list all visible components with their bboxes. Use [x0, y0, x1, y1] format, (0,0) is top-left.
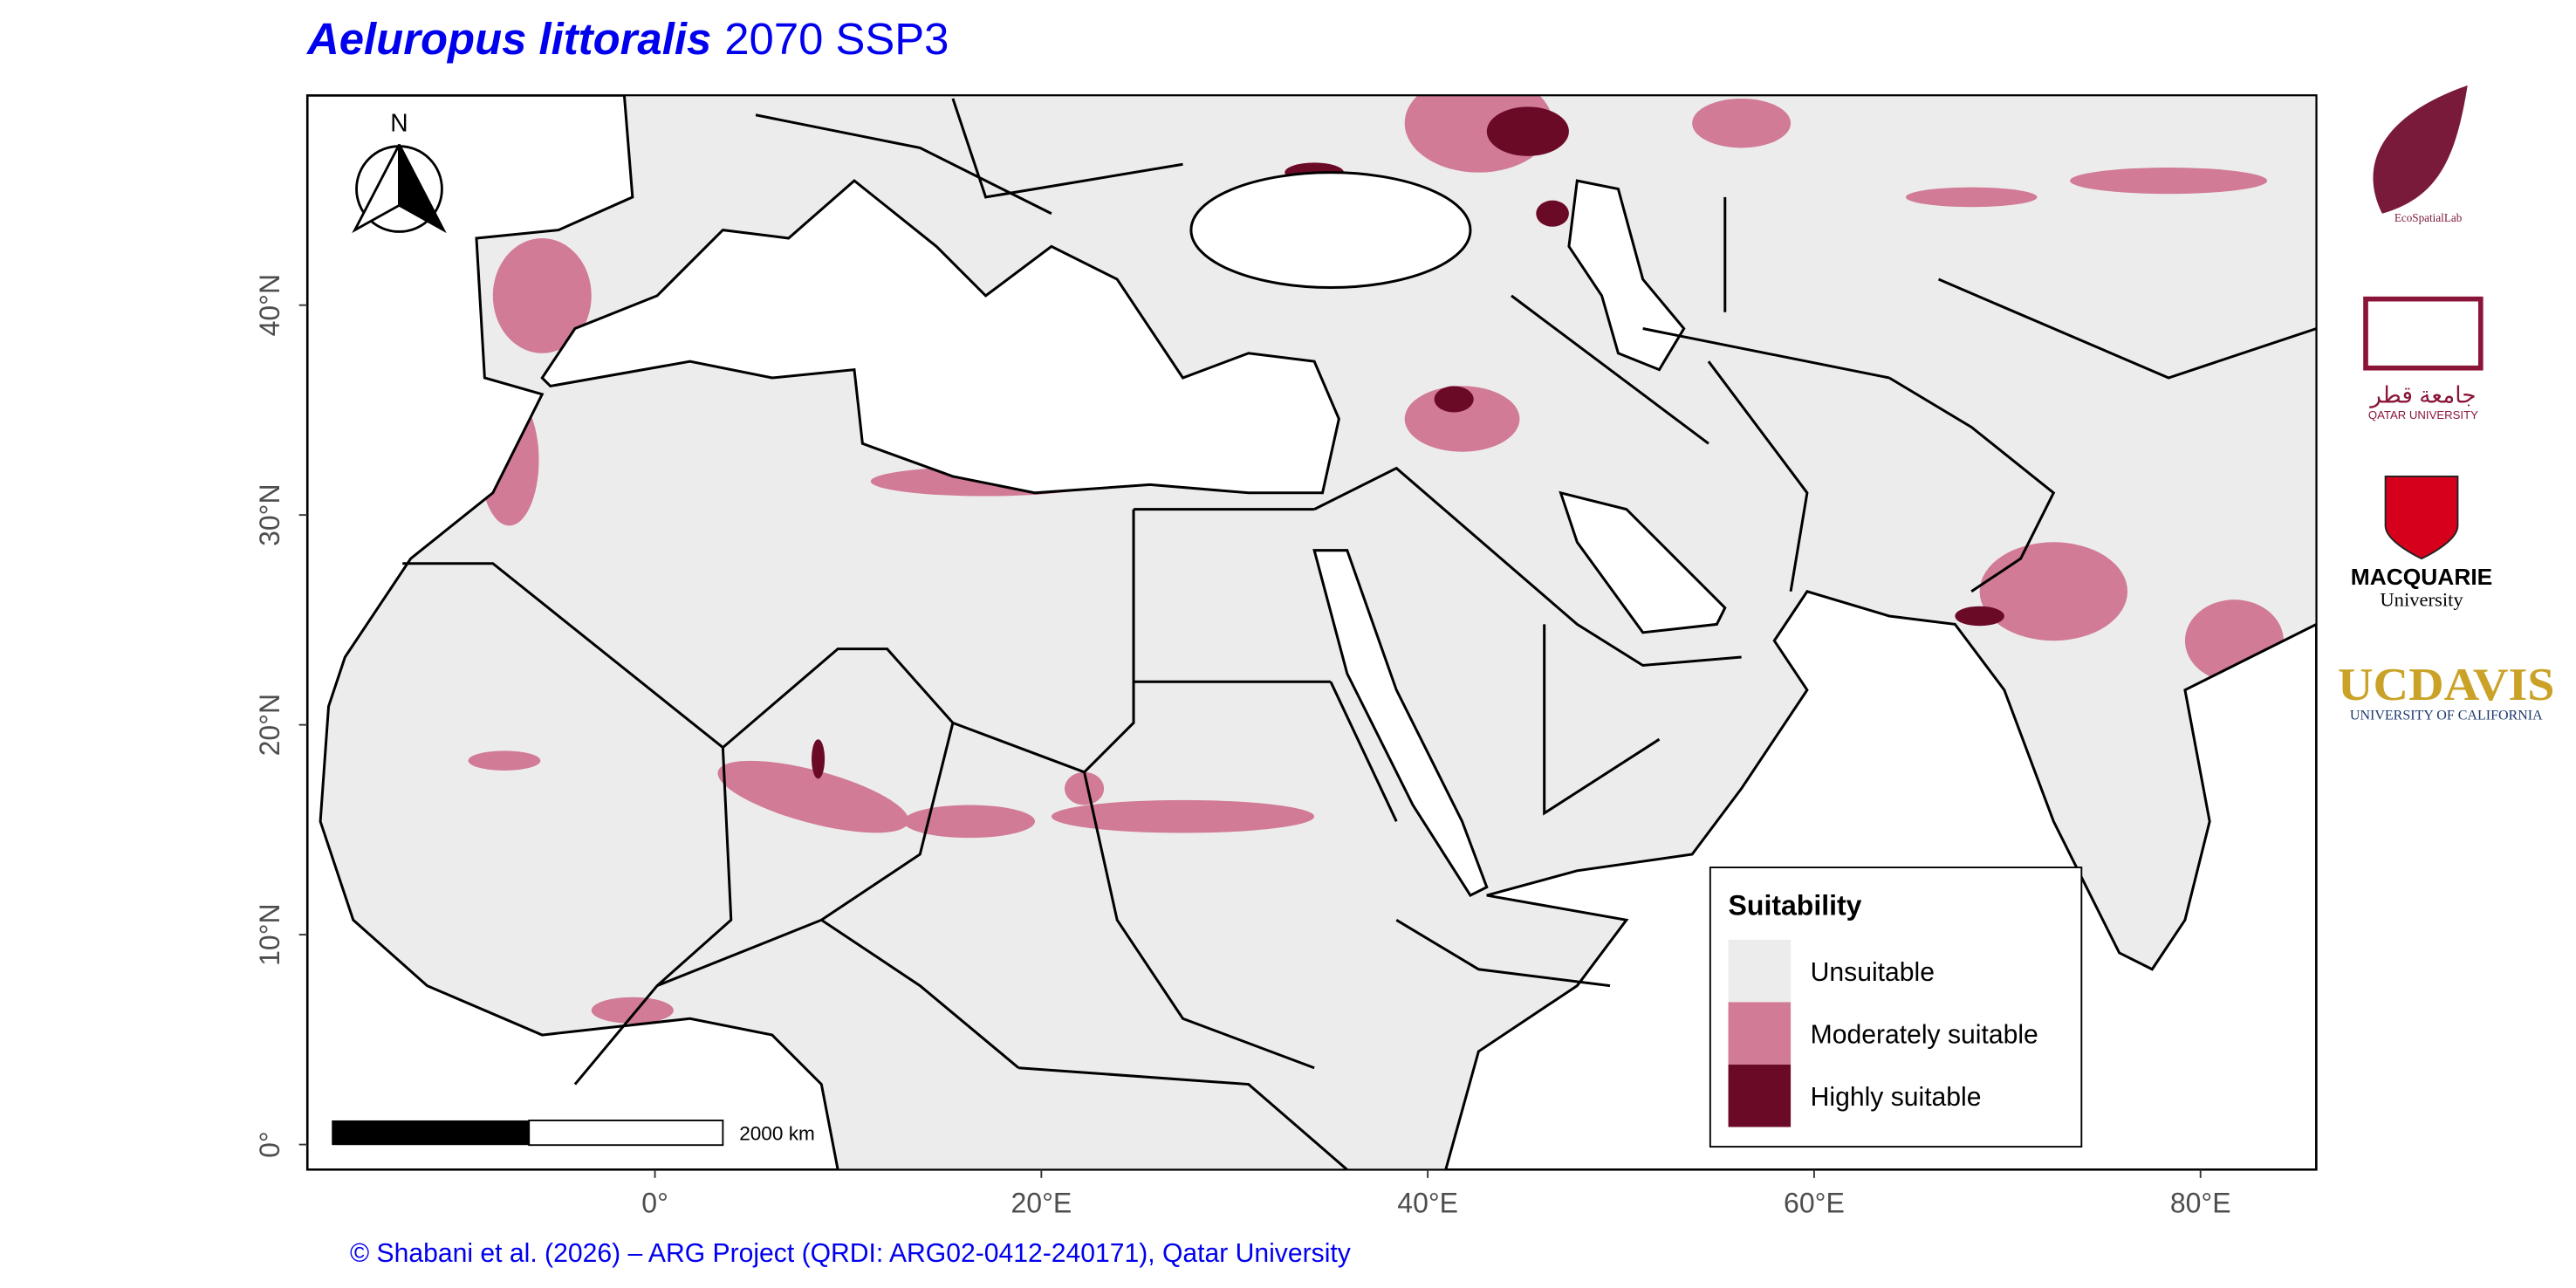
atlantic [307, 95, 839, 1170]
mq-shield [2384, 476, 2459, 560]
area [2070, 168, 2268, 195]
uc-sub: UNIVERSITY OF CALIFORNIA [2350, 709, 2543, 723]
legend-label: Unsuitable [1811, 958, 1935, 987]
legend-swatch [1728, 1064, 1792, 1127]
ecospatial-leaf [2373, 85, 2468, 214]
qu-name: QATAR UNIVERSITY [2368, 408, 2478, 421]
logos: EcoSpatialLab جامعة قطر QATAR UNIVERSITY… [2338, 85, 2555, 723]
area [1955, 606, 2004, 627]
legend-swatch [1728, 939, 1792, 1003]
mediterranean [540, 179, 1340, 495]
moderate-areas [468, 95, 2284, 1024]
scale-label: 2000 km [739, 1123, 815, 1145]
area [903, 805, 1036, 839]
area [492, 237, 592, 353]
x-tick-label: 20°E [1011, 1187, 1072, 1218]
mq-sub: University [2380, 589, 2463, 611]
legend-label: Moderately suitable [1811, 1020, 2038, 1049]
qu-arabic: جامعة قطر [2368, 381, 2476, 408]
ecospatial-text: EcoSpatialLab [2394, 211, 2463, 224]
scenario: 2070 SSP3 [724, 14, 949, 64]
y-tick-label: 30°N [254, 483, 285, 545]
area [717, 760, 909, 833]
x-tick-label: 40°E [1397, 1187, 1458, 1218]
scale-bar: 2000 km [332, 1120, 815, 1147]
black-sea [1189, 171, 1472, 289]
uc-name: UC DAVIS [2338, 660, 2555, 710]
area [1404, 386, 1520, 452]
x-tick-label: 60°E [1784, 1187, 1845, 1218]
scale-black [332, 1120, 530, 1146]
map-frame [305, 94, 2318, 1171]
area [1064, 771, 1105, 805]
legend: Suitability Unsuitable Moderately suitabl… [1709, 867, 2083, 1148]
country-borders [402, 98, 2317, 1170]
x-tick-label: 80°E [2170, 1187, 2231, 1218]
high-areas [812, 106, 2004, 779]
legend-swatch [1728, 1002, 1792, 1065]
area [591, 997, 674, 1024]
north-arrow: N [352, 109, 447, 234]
legend-items: Unsuitable Moderately suitable Highly suit… [1728, 939, 2038, 1127]
red-sea [1312, 549, 1489, 898]
borders [402, 98, 2317, 1170]
area [1979, 542, 2128, 641]
area [1051, 799, 1315, 833]
map-body [307, 95, 2317, 1170]
area [1692, 98, 1792, 148]
uc: UC [2338, 660, 2408, 710]
y-tick-label: 20°N [254, 694, 285, 757]
x-tick-label: 0° [641, 1187, 668, 1218]
north-half-right [398, 144, 447, 234]
scale-white [528, 1120, 724, 1147]
legend-label: Highly suitable [1811, 1083, 1982, 1112]
caspian [1567, 179, 1686, 372]
y-tick-label: 0° [254, 1131, 285, 1158]
persian-gulf [1559, 490, 1727, 634]
legend-title: Suitability [1729, 890, 1862, 921]
area [1905, 187, 2038, 208]
y-tick-label: 10°N [254, 903, 285, 966]
north-label: N [390, 109, 408, 137]
axis-ticks: 0° 20°E 40°E 60°E 80°E 0° 10°N 20°N 30°N 40°N [254, 274, 2231, 1218]
species-name: Aeluropus littoralis [305, 14, 711, 64]
area [1486, 106, 1569, 156]
davis: DAVIS [2408, 660, 2554, 710]
area [468, 750, 541, 771]
title: Aeluropus littoralis 2070 SSP3 [305, 14, 949, 64]
credit: © Shabani et al. (2026) – ARG Project (Q… [350, 1239, 1351, 1268]
mq-name: MACQUARIE [2351, 564, 2492, 590]
area [1536, 200, 1569, 227]
area [1434, 386, 1474, 413]
y-tick-label: 40°N [254, 274, 285, 337]
area [812, 739, 826, 779]
qu-mark [2363, 296, 2484, 371]
